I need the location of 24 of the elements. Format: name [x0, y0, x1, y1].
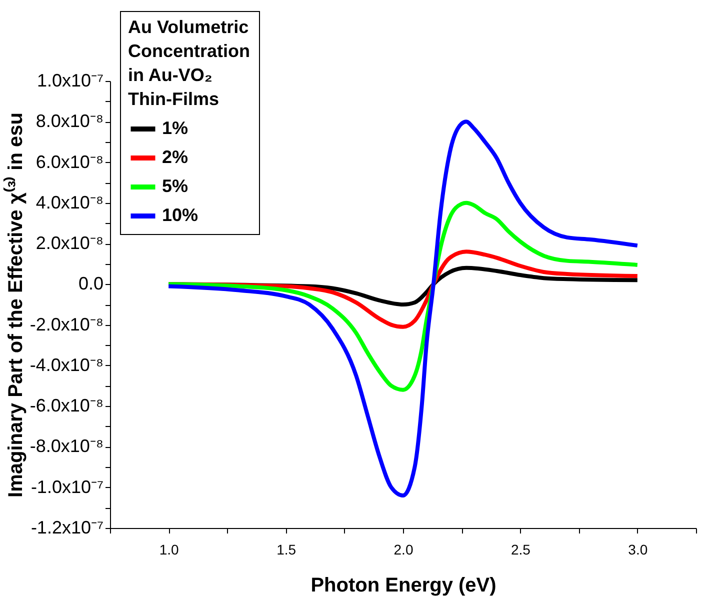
y-axis-title: Imaginary Part of the Effective χ⁽³⁾ in esu: [2, 112, 27, 498]
x-tick-label: 3.0: [628, 542, 648, 558]
legend-title: Au Volumetric Concentration in Au-VO₂ Thin-Films: [128, 17, 250, 109]
y-tick-label: 8.0x10⁻⁸: [36, 111, 104, 132]
y-tick-label: -8.0x10⁻⁸: [30, 436, 104, 456]
y-tick-label: 1.0x10⁻⁷: [36, 70, 104, 90]
y-tick-label: 4.0x10⁻⁸: [36, 192, 104, 212]
y-tick-label: -4.0x10⁻⁸: [30, 354, 104, 375]
x-tick-label: 2.5: [510, 542, 531, 558]
x-tick-label: 2.0: [394, 542, 414, 558]
y-tick-label: 6.0x10⁻⁸: [36, 152, 104, 172]
legend-label: 1%: [162, 118, 188, 138]
y-tick-label: -2.0x10⁻⁸: [30, 314, 104, 334]
y-tick-label: 0.0: [78, 274, 104, 294]
y-tick-label: -1.2x10⁻⁷: [30, 518, 104, 538]
y-tick-label: 2.0x10⁻⁸: [36, 233, 104, 254]
y-tick-label: -6.0x10⁻⁸: [30, 396, 104, 416]
x-axis-title: Photon Energy (eV): [310, 574, 496, 596]
x-tick-label: 1.5: [276, 542, 296, 558]
x-tick-label: 1.0: [159, 542, 180, 558]
legend-label: 10%: [162, 205, 198, 225]
legend-label: 5%: [162, 176, 188, 196]
y-tick-label: -1.0x10⁻⁷: [30, 476, 104, 497]
legend-label: 2%: [162, 147, 188, 167]
